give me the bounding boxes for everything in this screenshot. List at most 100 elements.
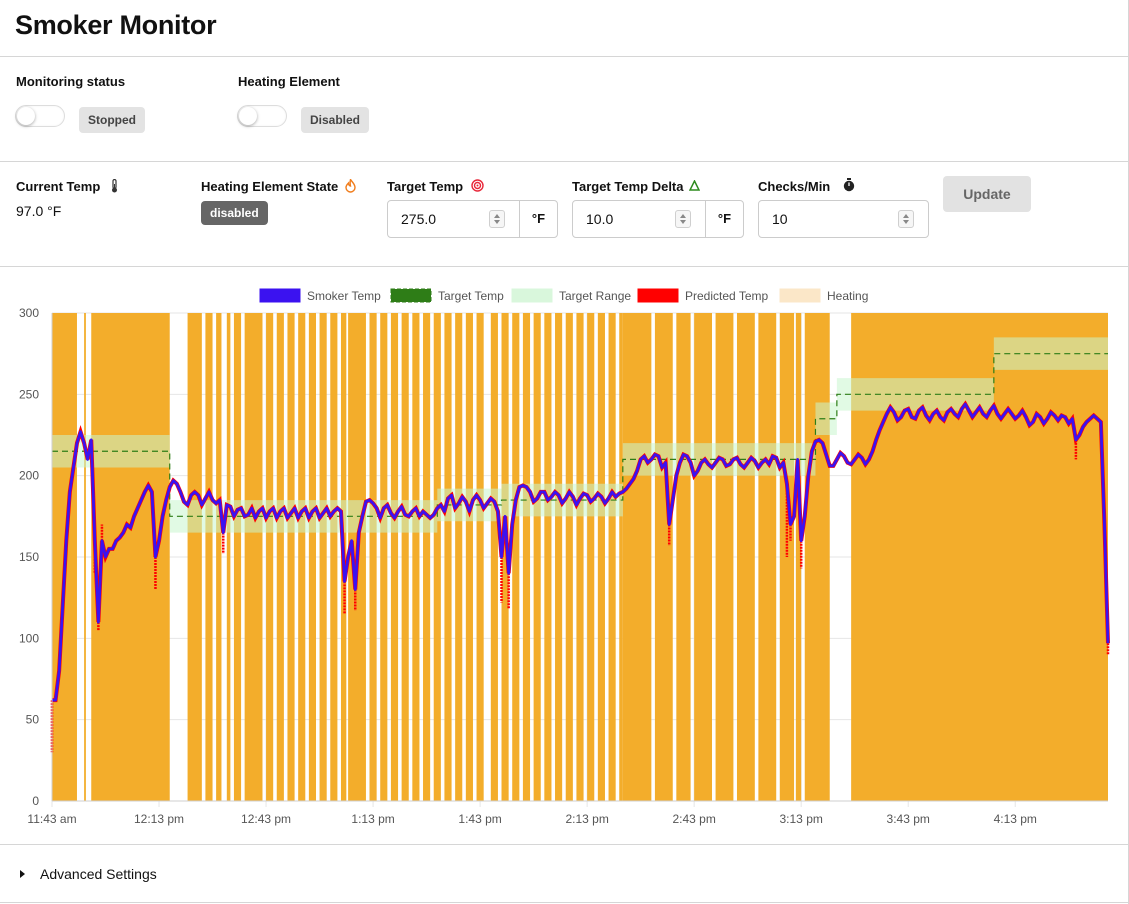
x-tick-label: 1:43 pm <box>458 812 501 826</box>
current-temp-value: 97.0 °F <box>16 203 62 219</box>
heating-band <box>380 313 388 801</box>
monitoring-toggle[interactable] <box>15 105 65 127</box>
heating-band <box>795 313 802 801</box>
heating-element-status-badge: Disabled <box>301 107 370 133</box>
heating-band <box>390 313 399 801</box>
y-tick-label: 300 <box>19 306 39 320</box>
heating-band <box>330 313 338 801</box>
legend-swatch <box>390 288 432 303</box>
heating-band <box>608 313 616 801</box>
footer-divider <box>0 902 1129 903</box>
status-divider <box>0 161 1129 162</box>
heating-band <box>244 313 263 801</box>
heating-band <box>490 313 498 801</box>
toggle-knob <box>17 107 35 125</box>
target-icon <box>471 179 484 192</box>
heating-band <box>555 313 563 801</box>
legend-label: Target Temp <box>438 289 504 303</box>
checks-per-min-spinner[interactable] <box>898 210 914 228</box>
heating-state-label: Heating Element State <box>201 179 339 194</box>
heating-band <box>522 313 531 801</box>
y-tick-label: 100 <box>19 631 39 645</box>
heating-band <box>205 313 213 801</box>
delta-icon <box>689 180 700 191</box>
heating-band <box>233 313 242 801</box>
heating-band <box>654 313 673 801</box>
target-temp-unit: °F <box>519 201 557 237</box>
heating-band <box>287 313 295 801</box>
target-temp-line <box>52 353 1108 517</box>
smoker-temp-line <box>52 402 1110 702</box>
heating-band <box>216 313 222 801</box>
y-tick-label: 250 <box>19 387 39 401</box>
target-delta-label: Target Temp Delta <box>572 179 684 194</box>
legend-swatch <box>637 288 679 303</box>
heating-band <box>715 313 734 801</box>
heating-band <box>444 313 452 801</box>
legend-swatch <box>511 288 553 303</box>
x-tick-label: 11:43 am <box>27 812 76 826</box>
heating-band <box>694 313 712 801</box>
advanced-settings-toggle[interactable]: Advanced Settings <box>20 866 157 882</box>
chart-divider <box>0 844 1129 845</box>
y-tick-label: 50 <box>26 713 40 727</box>
heating-state-badge: disabled <box>201 201 268 225</box>
heating-element-label: Heating Element <box>238 74 340 89</box>
advanced-settings-label: Advanced Settings <box>40 866 157 882</box>
x-tick-label: 12:43 pm <box>241 812 291 826</box>
checks-per-min-field: 10 <box>758 200 929 238</box>
heating-band <box>465 313 473 801</box>
heating-element-toggle[interactable] <box>237 105 287 127</box>
thermometer-icon <box>112 179 117 193</box>
x-tick-label: 1:13 pm <box>351 812 394 826</box>
disclosure-triangle-icon <box>20 870 25 878</box>
heating-band <box>587 313 595 801</box>
target-temp-input[interactable]: 275.0 <box>388 201 519 237</box>
y-tick-label: 200 <box>19 469 39 483</box>
checks-per-min-input[interactable]: 10 <box>759 201 928 237</box>
heating-band <box>401 313 409 801</box>
target-temp-spinner[interactable] <box>489 210 505 228</box>
heating-band <box>501 313 509 801</box>
heating-band <box>622 313 652 801</box>
heating-band <box>804 313 830 801</box>
heating-band <box>226 313 231 801</box>
heating-band <box>512 313 520 801</box>
heating-band <box>433 313 441 801</box>
heating-band <box>298 313 306 801</box>
heating-band <box>276 313 284 801</box>
y-tick-label: 0 <box>32 794 39 808</box>
heating-band <box>758 313 777 801</box>
heating-band <box>369 313 377 801</box>
heating-band <box>423 313 431 801</box>
heating-band <box>736 313 755 801</box>
stopwatch-icon <box>843 178 855 192</box>
target-temp-label: Target Temp <box>387 179 464 194</box>
heating-band <box>455 313 463 801</box>
heating-band <box>319 313 327 801</box>
target-delta-input[interactable]: 10.0 <box>573 201 705 237</box>
heating-band <box>84 313 86 801</box>
legend-label: Heating <box>827 289 868 303</box>
flame-icon <box>345 179 356 193</box>
x-tick-label: 4:13 pm <box>994 812 1037 826</box>
toggle-knob <box>239 107 257 125</box>
legend-swatch <box>259 288 301 303</box>
stats-divider <box>0 266 1129 267</box>
monitoring-status-badge: Stopped <box>79 107 145 133</box>
target-delta-spinner[interactable] <box>675 210 691 228</box>
heating-band <box>187 313 202 801</box>
legend-label: Target Range <box>559 289 631 303</box>
heating-band <box>308 313 316 801</box>
temperature-chart: 0 50 100 150 200 250 300 11:43 am 12:13 pm 12:43 … <box>19 288 1110 826</box>
heating-band <box>565 313 573 801</box>
target-temp-field: 275.0 °F <box>387 200 558 238</box>
heating-band <box>597 313 605 801</box>
heating-band <box>576 313 584 801</box>
heating-band <box>412 313 420 801</box>
update-button[interactable]: Update <box>943 176 1031 212</box>
heating-band <box>266 313 274 801</box>
monitoring-status-label: Monitoring status <box>16 74 126 89</box>
legend-label: Predicted Temp <box>685 289 768 303</box>
current-temp-label: Current Temp <box>16 179 101 194</box>
